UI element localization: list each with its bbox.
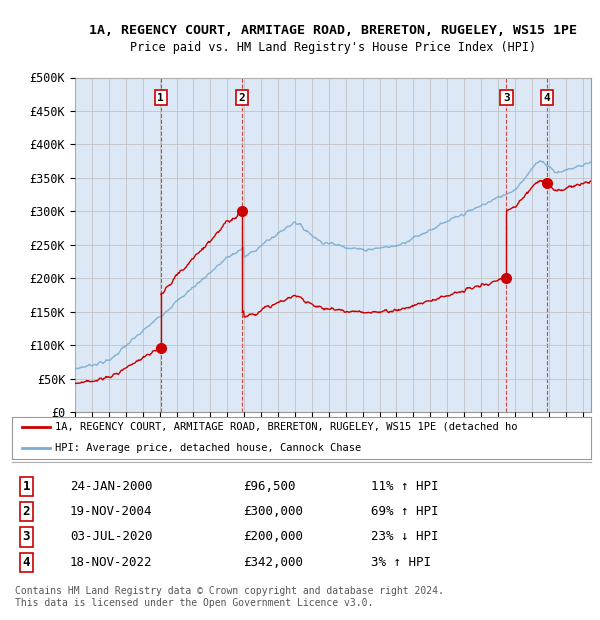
Text: £342,000: £342,000 bbox=[244, 556, 304, 569]
Text: 2: 2 bbox=[239, 92, 245, 102]
Text: 1: 1 bbox=[157, 92, 164, 102]
Text: 2: 2 bbox=[23, 505, 30, 518]
Text: Contains HM Land Registry data © Crown copyright and database right 2024.
This d: Contains HM Land Registry data © Crown c… bbox=[15, 586, 444, 608]
Text: 23% ↓ HPI: 23% ↓ HPI bbox=[371, 531, 439, 543]
Text: HPI: Average price, detached house, Cannock Chase: HPI: Average price, detached house, Cann… bbox=[55, 443, 362, 453]
Text: 11% ↑ HPI: 11% ↑ HPI bbox=[371, 480, 439, 493]
Text: 4: 4 bbox=[23, 556, 30, 569]
Text: 24-JAN-2000: 24-JAN-2000 bbox=[70, 480, 152, 493]
Text: £200,000: £200,000 bbox=[244, 531, 304, 543]
Text: 69% ↑ HPI: 69% ↑ HPI bbox=[371, 505, 439, 518]
Text: 1A, REGENCY COURT, ARMITAGE ROAD, BRERETON, RUGELEY, WS15 1PE: 1A, REGENCY COURT, ARMITAGE ROAD, BRERET… bbox=[89, 24, 577, 37]
Text: 3: 3 bbox=[23, 531, 30, 543]
Text: 18-NOV-2022: 18-NOV-2022 bbox=[70, 556, 152, 569]
Text: £96,500: £96,500 bbox=[244, 480, 296, 493]
Text: 3% ↑ HPI: 3% ↑ HPI bbox=[371, 556, 431, 569]
Text: 3: 3 bbox=[503, 92, 510, 102]
Text: 4: 4 bbox=[543, 92, 550, 102]
Text: 1A, REGENCY COURT, ARMITAGE ROAD, BRERETON, RUGELEY, WS15 1PE (detached ho: 1A, REGENCY COURT, ARMITAGE ROAD, BRERET… bbox=[55, 422, 518, 432]
Text: Price paid vs. HM Land Registry's House Price Index (HPI): Price paid vs. HM Land Registry's House … bbox=[130, 41, 536, 54]
Text: £300,000: £300,000 bbox=[244, 505, 304, 518]
Text: 1: 1 bbox=[23, 480, 30, 493]
Text: 03-JUL-2020: 03-JUL-2020 bbox=[70, 531, 152, 543]
Text: 19-NOV-2004: 19-NOV-2004 bbox=[70, 505, 152, 518]
